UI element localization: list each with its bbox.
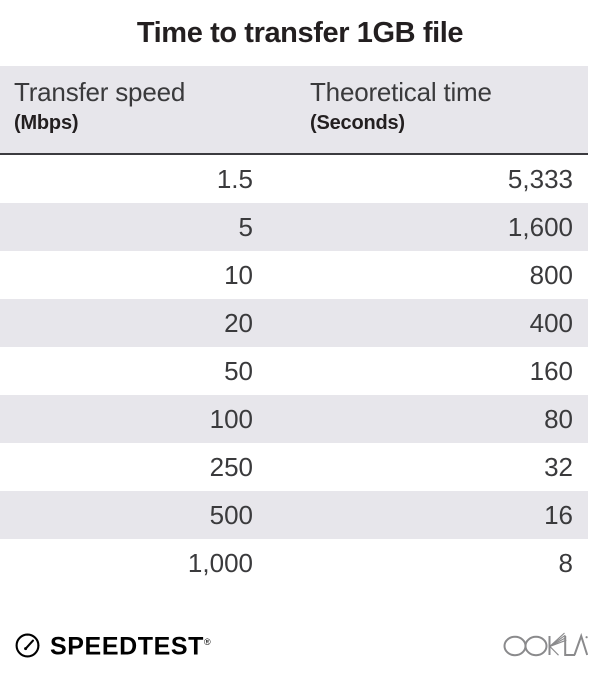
data-table: Transfer speed (Mbps) Theoretical time (… — [0, 66, 588, 587]
table-row: 250 32 — [0, 443, 588, 491]
cell-theoretical-time: 32 — [544, 452, 573, 482]
cell-theoretical-time: 1,600 — [507, 212, 573, 242]
table-header-row: Transfer speed (Mbps) Theoretical time (… — [0, 66, 588, 155]
cell-transfer-speed: 100 — [209, 404, 253, 434]
table-row: 100 80 — [0, 395, 588, 443]
column-header-theoretical-time-title: Theoretical time — [310, 77, 492, 107]
cell-theoretical-time: 5,333 — [507, 164, 573, 194]
table-row: 5 1,600 — [0, 203, 588, 251]
cell-theoretical-time: 160 — [529, 356, 573, 386]
cell-transfer-speed: 1.5 — [216, 164, 253, 194]
speedometer-icon — [14, 632, 41, 659]
table-row: 500 16 — [0, 491, 588, 539]
table-row: 1,000 8 — [0, 539, 588, 587]
cell-transfer-speed: 20 — [224, 308, 253, 338]
ookla-logo — [502, 630, 588, 658]
cell-transfer-speed: 10 — [224, 260, 253, 290]
cell-transfer-speed: 250 — [209, 452, 253, 482]
table-row: 1.5 5,333 — [0, 155, 588, 203]
table-row: 50 160 — [0, 347, 588, 395]
registered-mark: ® — [204, 637, 211, 648]
column-header-transfer-speed: Transfer speed (Mbps) — [0, 66, 300, 153]
cell-theoretical-time: 80 — [544, 404, 573, 434]
cell-theoretical-time: 800 — [529, 260, 573, 290]
cell-theoretical-time: 16 — [544, 500, 573, 530]
column-header-transfer-speed-unit: (Mbps) — [14, 112, 79, 134]
column-header-transfer-speed-title: Transfer speed — [14, 77, 186, 107]
footer: SPEEDTEST® — [0, 600, 600, 677]
cell-theoretical-time: 8 — [558, 548, 573, 578]
speedtest-brand: SPEEDTEST® — [14, 630, 211, 660]
table-row: 10 800 — [0, 251, 588, 299]
page-title: Time to transfer 1GB file — [136, 17, 464, 49]
cell-transfer-speed: 500 — [209, 500, 253, 530]
cell-theoretical-time: 400 — [529, 308, 573, 338]
cell-transfer-speed: 5 — [238, 212, 253, 242]
column-header-theoretical-time: Theoretical time (Seconds) — [300, 66, 588, 153]
cell-transfer-speed: 50 — [224, 356, 253, 386]
speedtest-wordmark-text: SPEEDTEST — [50, 632, 205, 661]
cell-transfer-speed: 1,000 — [187, 548, 253, 578]
speedtest-wordmark: SPEEDTEST® — [50, 629, 211, 660]
column-header-theoretical-time-unit: (Seconds) — [310, 112, 405, 134]
table-row: 20 400 — [0, 299, 588, 347]
